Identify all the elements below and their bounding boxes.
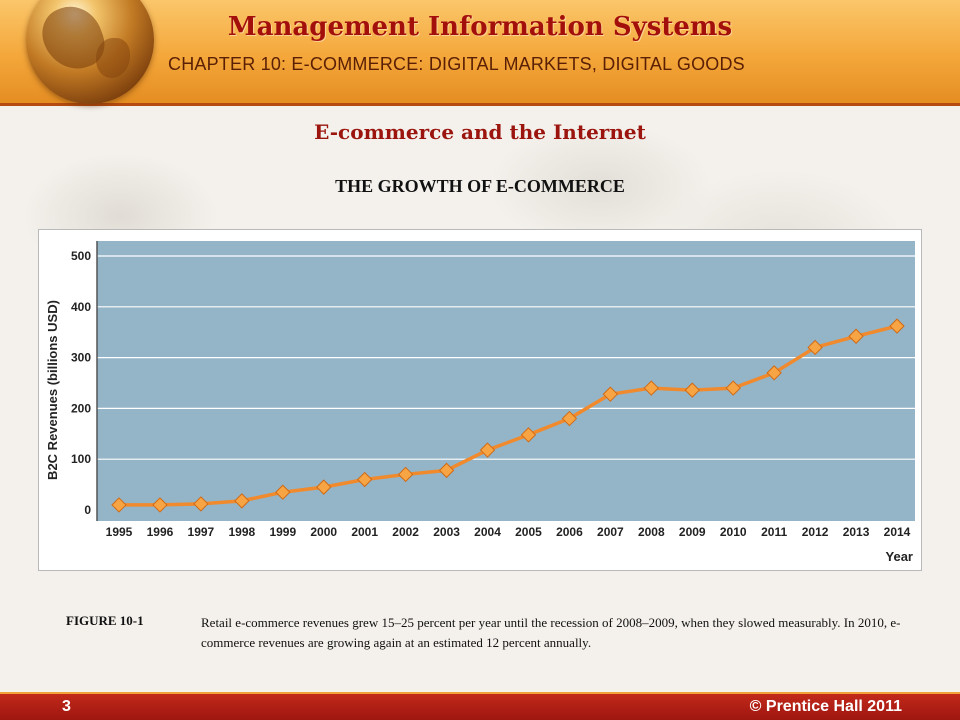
x-tick-labels: 1995 1996 1997 1998 1999 2000 2001 2002 2003 2004… (106, 525, 911, 539)
y-tick-label: 300 (71, 351, 91, 365)
chapter-subtitle: CHAPTER 10: E-COMMERCE: DIGITAL MARKETS,… (168, 54, 745, 74)
data-point (479, 442, 496, 458)
figure-label: FIGURE 10-1 (66, 613, 144, 628)
y-tick-labels: 0 100 200 300 400 500 (71, 249, 91, 517)
x-tick-label: 2014 (884, 525, 911, 539)
x-tick-label: 2010 (720, 525, 747, 539)
x-tick-label: 1995 (106, 525, 133, 539)
x-tick-label: 2005 (515, 525, 542, 539)
y-tick-label: 0 (84, 503, 91, 517)
figure-caption: Retail e-commerce revenues grew 15–25 pe… (201, 615, 901, 650)
data-point (889, 318, 905, 334)
y-tick-label: 500 (71, 249, 91, 263)
x-tick-label: 2006 (556, 525, 583, 539)
x-tick-label: 2012 (802, 525, 829, 539)
y-axis-title: B2C Revenues (billions USD) (45, 300, 60, 480)
page-number: 3 (62, 698, 71, 715)
x-tick-label: 2003 (433, 525, 460, 539)
x-tick-label: 1998 (228, 525, 255, 539)
globe-logo-icon (26, 0, 154, 104)
x-axis-title: Year (886, 549, 913, 564)
data-point (275, 484, 291, 500)
data-point (643, 380, 660, 396)
data-point (807, 339, 823, 356)
data-point (520, 427, 537, 443)
y-tick-label: 200 (71, 401, 91, 415)
x-tick-label: 2013 (843, 525, 870, 539)
data-point (684, 382, 700, 398)
slide-title: Management Information Systems (227, 12, 733, 42)
data-point (602, 386, 619, 402)
data-point (561, 410, 578, 427)
chart-frame: 0 100 200 300 400 500 1995 1996 1997 1998 1999 200… (38, 229, 922, 571)
data-point (848, 328, 864, 344)
slide-footer: 3 © Prentice Hall 2011 (0, 692, 960, 720)
section-title: E-commerce and the Internet (314, 120, 646, 144)
line-chart: 0 100 200 300 400 500 1995 1996 1997 1998 1999 200… (45, 241, 915, 564)
y-tick-label: 100 (71, 452, 91, 466)
x-tick-label: 1997 (188, 525, 215, 539)
x-tick-label: 2007 (597, 525, 624, 539)
x-tick-label: 1999 (269, 525, 296, 539)
series-line (117, 324, 899, 507)
data-point (316, 479, 332, 495)
data-point (193, 496, 209, 512)
data-point (234, 493, 250, 509)
data-point (152, 497, 168, 513)
x-tick-label: 2009 (679, 525, 706, 539)
x-tick-label: 2004 (474, 525, 501, 539)
data-point (356, 471, 373, 488)
plot-area (97, 241, 915, 521)
data-point (397, 466, 414, 483)
data-point (111, 497, 127, 513)
copyright-notice: © Prentice Hall 2011 (749, 698, 902, 715)
x-tick-label: 1996 (147, 525, 174, 539)
data-point (438, 462, 455, 479)
data-series (111, 318, 905, 513)
x-tick-label: 2002 (392, 525, 419, 539)
x-tick-label: 2001 (351, 525, 378, 539)
chart-heading: THE GROWTH OF E-COMMERCE (335, 176, 625, 196)
slide-header: Management Information Systems CHAPTER 1… (0, 0, 960, 106)
data-point (766, 365, 782, 381)
y-tick-label: 400 (71, 300, 91, 314)
x-tick-label: 2000 (310, 525, 337, 539)
x-tick-label: 2008 (638, 525, 665, 539)
x-tick-label: 2011 (761, 525, 787, 539)
gridlines (97, 255, 915, 460)
data-point (725, 380, 741, 396)
